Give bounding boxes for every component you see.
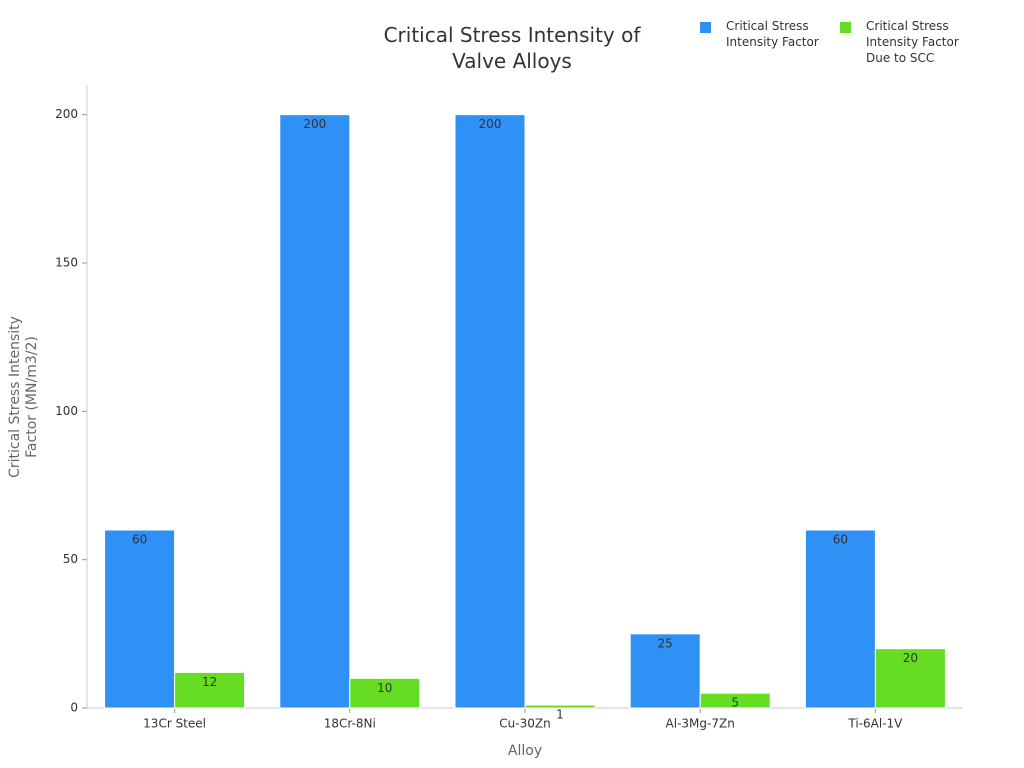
value-label: 20 <box>903 651 918 665</box>
legend-label: Critical Stress Intensity Factor <box>726 19 819 49</box>
legend-label: Critical Stress Intensity Factor Due to … <box>866 19 959 65</box>
bar <box>524 704 596 709</box>
x-tick-label: Ti-6Al-1V <box>847 717 903 731</box>
value-label: 60 <box>833 533 848 547</box>
chart-title: Critical Stress Intensity of Valve Alloy… <box>383 23 641 73</box>
x-tick-label: Cu-30Zn <box>499 717 550 731</box>
value-label: 10 <box>377 681 392 695</box>
y-tick-label: 50 <box>63 552 78 566</box>
y-tick-label: 100 <box>55 404 78 418</box>
bar <box>174 671 246 709</box>
value-label: 25 <box>658 636 673 650</box>
value-label: 60 <box>132 533 147 547</box>
bar <box>349 677 421 709</box>
legend-item: Critical Stress Intensity Factor <box>698 18 820 66</box>
y-tick-label: 200 <box>55 107 78 121</box>
bar <box>804 529 876 709</box>
legend: Critical Stress Intensity Factor Critical… <box>698 18 960 66</box>
legend-swatch <box>840 22 851 33</box>
x-tick-label: Al-3Mg-7Zn <box>666 717 735 731</box>
x-tick-label: 18Cr-8Ni <box>324 717 376 731</box>
legend-swatch <box>700 22 711 33</box>
legend-item: Critical Stress Intensity Factor Due to … <box>838 18 960 66</box>
x-tick-label: 13Cr Steel <box>143 717 206 731</box>
x-axis-label: Alloy <box>508 743 542 759</box>
value-label: 1 <box>556 708 564 722</box>
bar <box>699 692 771 709</box>
value-label: 200 <box>303 117 326 131</box>
value-label: 12 <box>202 675 217 689</box>
y-tick-label: 150 <box>55 256 78 270</box>
bar <box>629 633 701 709</box>
bar <box>104 529 176 709</box>
bar <box>874 648 946 709</box>
value-label: 200 <box>479 117 502 131</box>
value-label: 5 <box>731 696 739 710</box>
bar <box>279 114 351 709</box>
bar <box>454 114 526 709</box>
y-tick-label: 0 <box>70 701 78 715</box>
